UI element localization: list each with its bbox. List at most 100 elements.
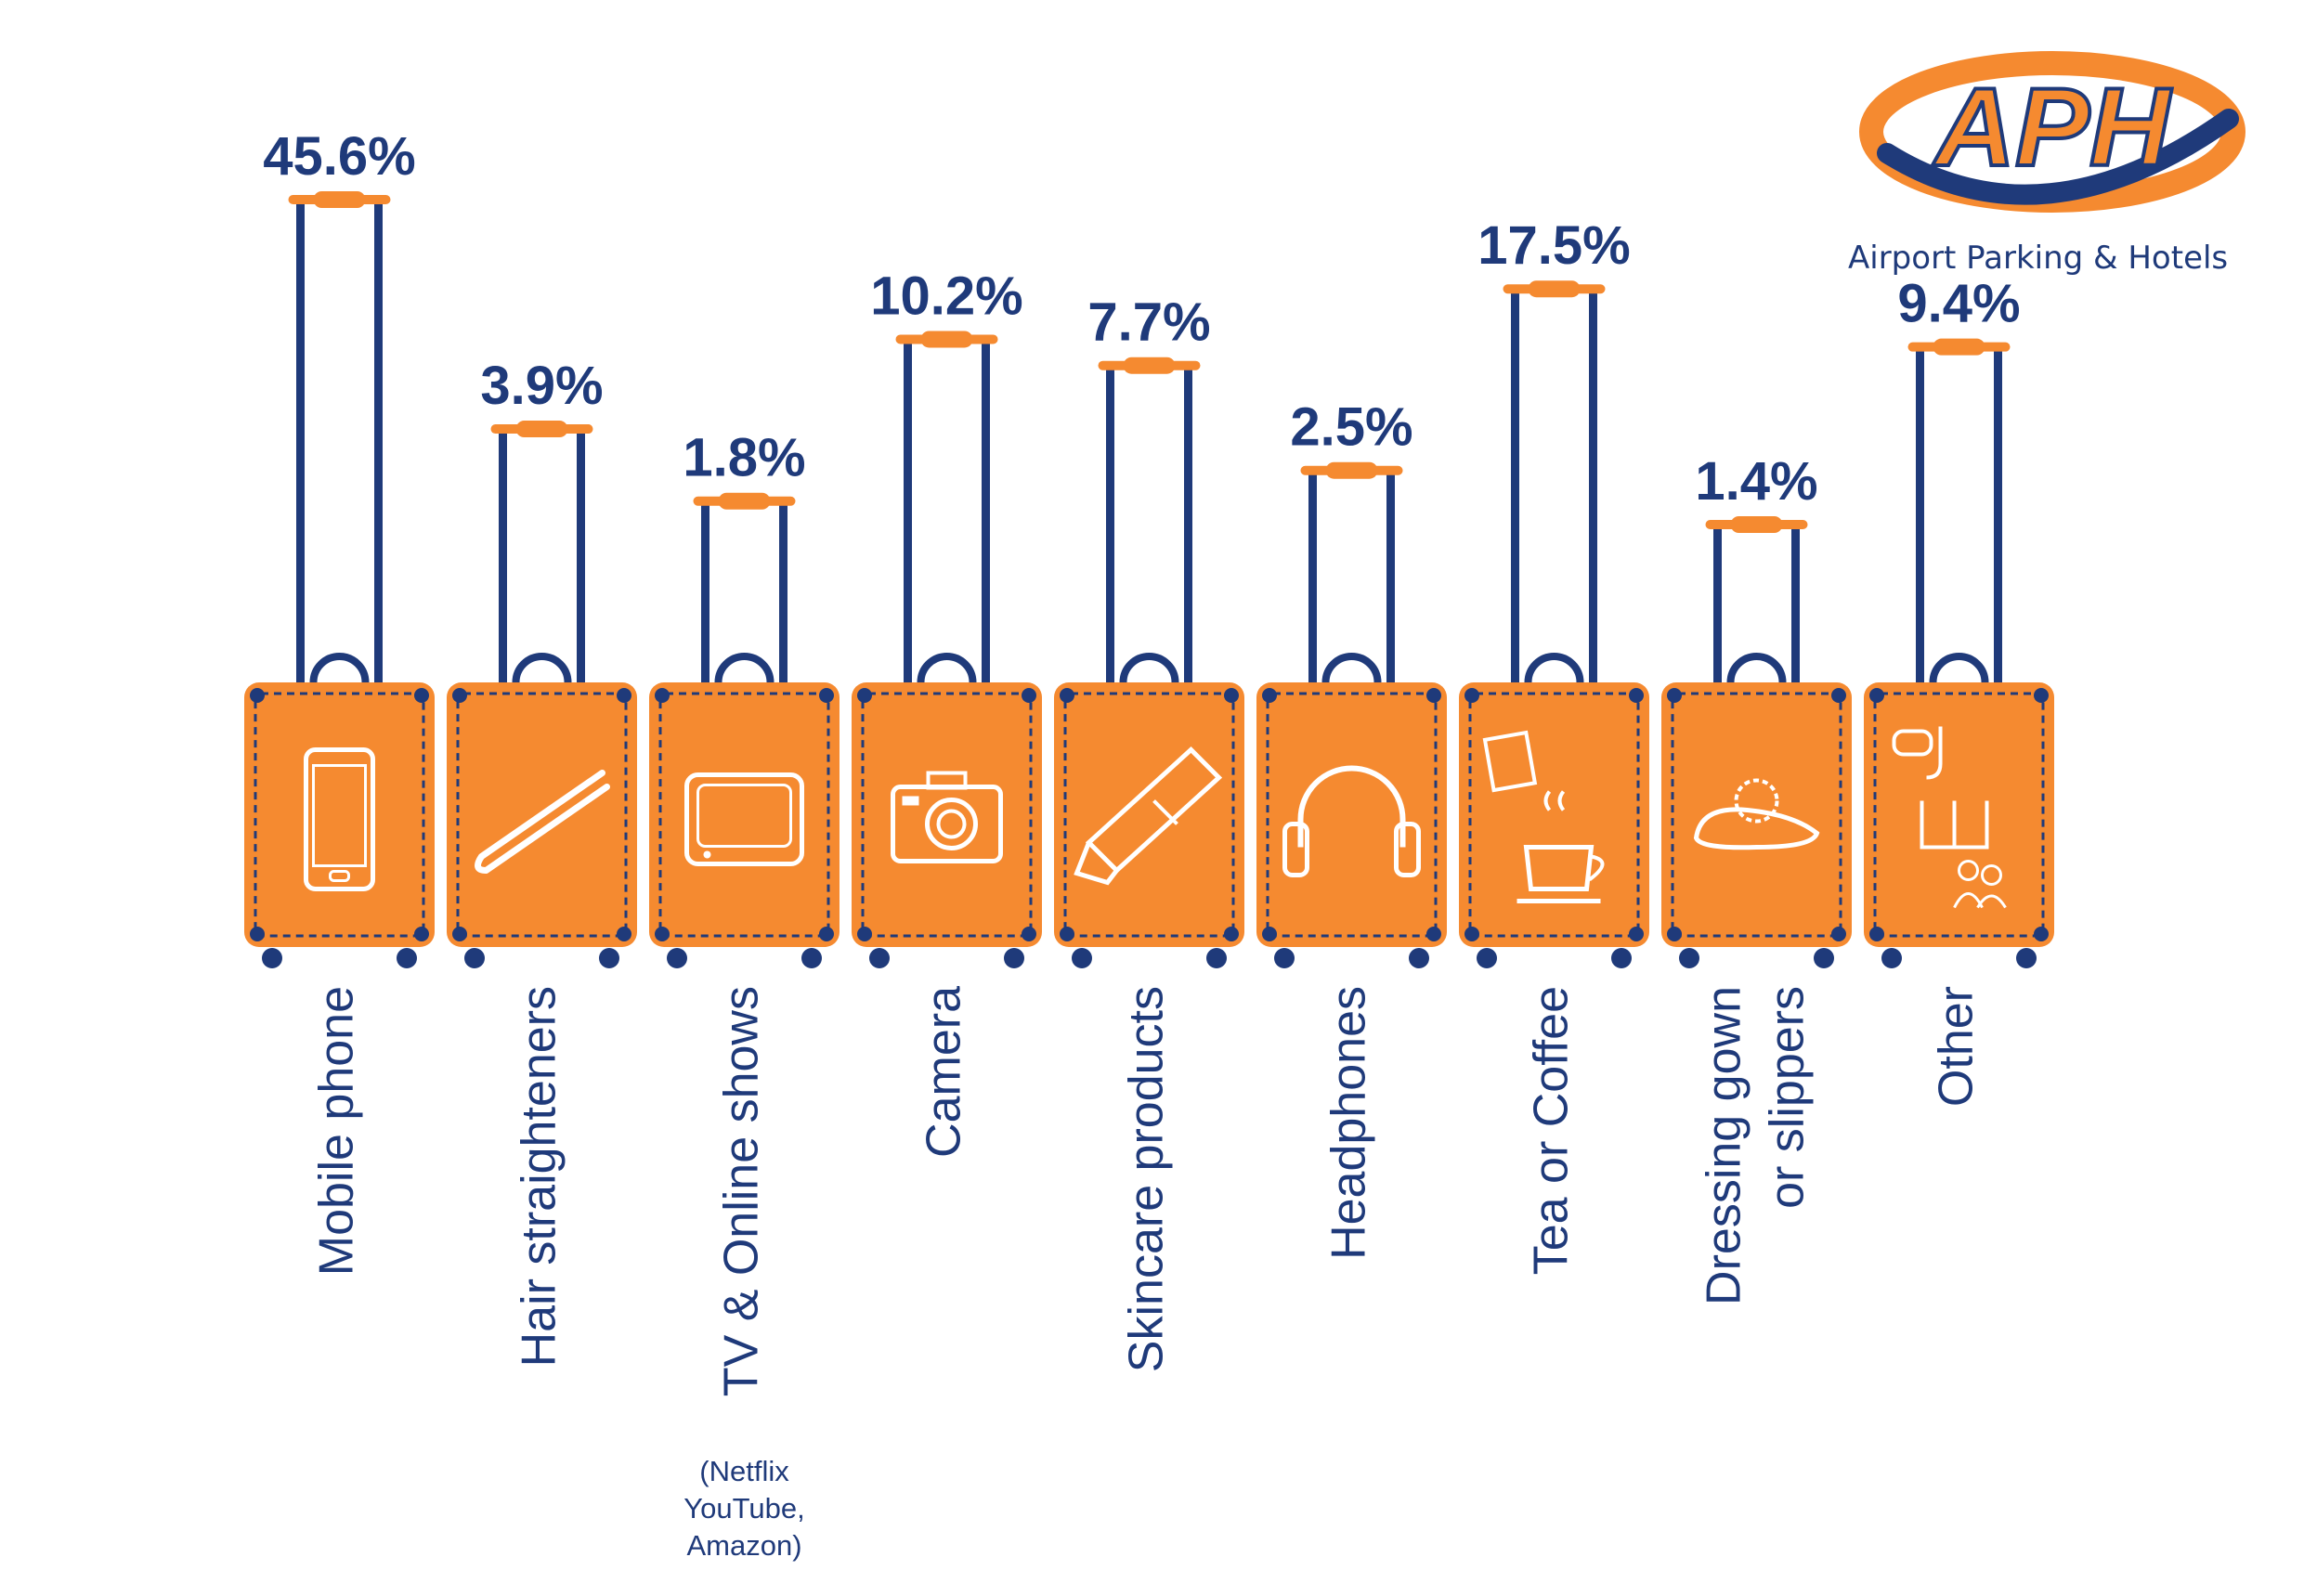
suitcase-bar: 1.8% TV & Online shows xyxy=(649,428,840,1396)
suitcase-bar: 7.7% Skincare products xyxy=(1054,292,1244,1372)
headphones-icon xyxy=(1282,765,1421,877)
bar-corner-rivet xyxy=(819,688,834,703)
suitcase-bar: 45.6% Mobile phone xyxy=(244,126,435,1276)
bar-stitching xyxy=(1468,692,1640,938)
annotation-line: Amazon) xyxy=(686,1529,802,1562)
bar-category-label: Headphones xyxy=(1322,986,1376,1260)
bar-category-label: Mobile phone xyxy=(310,986,364,1276)
phone-icon xyxy=(304,747,375,891)
suitcase-bar: 17.5% Tea or Coffee xyxy=(1459,215,1649,1275)
bar-body xyxy=(1459,682,1649,947)
bar-corner-rivet xyxy=(819,927,834,941)
bar-corner-rivet xyxy=(1224,927,1239,941)
bar-corner-rivet xyxy=(414,927,429,941)
aph-logo: APH xyxy=(1859,51,2245,213)
suitcase-bar: 2.5% Headphones xyxy=(1256,397,1447,1260)
bar-corner-rivet xyxy=(857,927,872,941)
bar-category-label: Camera xyxy=(918,986,971,1158)
bar-wheel xyxy=(1881,948,1902,968)
bar-wheel xyxy=(869,948,890,968)
annotation-line: YouTube, xyxy=(683,1492,805,1525)
bar-corner-rivet xyxy=(1262,927,1277,941)
bar-corner-rivet xyxy=(1464,688,1479,703)
bar-wheel xyxy=(667,948,687,968)
hair-straightener-icon xyxy=(475,770,610,874)
bar-value-label: 3.9% xyxy=(480,356,603,416)
bar-corner-rivet xyxy=(1667,927,1682,941)
bar-stitching xyxy=(861,692,1033,938)
bar-value-label: 1.4% xyxy=(1695,451,1817,512)
bar-handle-grip xyxy=(1730,516,1783,533)
bar-corner-rivet xyxy=(655,927,670,941)
bar-corner-rivet xyxy=(655,688,670,703)
bar-category-label: Tea or Coffee xyxy=(1525,986,1579,1275)
bar-wheel xyxy=(1072,948,1092,968)
suitcase-bar: 9.4% Other xyxy=(1864,274,2054,1107)
suitcase-bar: 10.2% Camera xyxy=(852,266,1042,1158)
bar-carry-handle xyxy=(1119,653,1179,683)
bar-carry-handle xyxy=(917,653,977,683)
bar-corner-rivet xyxy=(617,927,631,941)
bar-carry-handle xyxy=(1321,653,1382,683)
bar-body xyxy=(1661,682,1852,947)
bar-body xyxy=(244,682,435,947)
bar-handle-grip xyxy=(515,421,568,438)
bar-corner-rivet xyxy=(250,927,265,941)
bar-stitching xyxy=(1063,692,1235,938)
bar-handle-grip xyxy=(1325,461,1378,479)
bar-corner-rivet xyxy=(1831,688,1846,703)
bar-carry-handle xyxy=(1524,653,1584,683)
bar-corner-rivet xyxy=(1022,927,1036,941)
bar-wheel xyxy=(1274,948,1295,968)
bar-stitching xyxy=(1266,692,1438,938)
bar-carry-handle xyxy=(512,653,572,683)
bar-value-label: 10.2% xyxy=(870,266,1022,326)
suitcase-bar: 1.4% Dressing gown or slippers xyxy=(1661,451,1852,1305)
bar-wheel xyxy=(1679,948,1699,968)
bar-body xyxy=(1256,682,1447,947)
annotation-line: (Netflix xyxy=(699,1455,789,1487)
bar-handle-grip xyxy=(1528,280,1581,298)
bar-wheel xyxy=(801,948,822,968)
bar-body xyxy=(649,682,840,947)
bar-corner-rivet xyxy=(2034,927,2049,941)
bar-corner-rivet xyxy=(414,688,429,703)
bar-carry-handle xyxy=(1726,653,1787,683)
bar-corner-rivet xyxy=(1426,688,1441,703)
bar-value-label: 2.5% xyxy=(1290,397,1412,458)
bar-corner-rivet xyxy=(452,688,467,703)
bar-wheel xyxy=(1409,948,1429,968)
bar-corner-rivet xyxy=(1224,688,1239,703)
bar-category-label: Skincare products xyxy=(1120,986,1174,1372)
bar-corner-rivet xyxy=(1629,927,1644,941)
bar-corner-rivet xyxy=(1060,927,1074,941)
bar-handle-grip xyxy=(718,492,771,510)
bar-handle-grip xyxy=(313,191,366,208)
bar-value-label: 45.6% xyxy=(263,126,415,187)
logo-tagline: Airport Parking & Hotels xyxy=(1848,240,2229,277)
bar-corner-rivet xyxy=(1667,688,1682,703)
bar-handle-grip xyxy=(1933,338,1985,356)
bar-wheel xyxy=(397,948,417,968)
bar-body xyxy=(1054,682,1244,947)
bar-stitching xyxy=(456,692,628,938)
bar-corner-rivet xyxy=(1262,688,1277,703)
skincare-tube-icon xyxy=(1074,746,1223,886)
bar-carry-handle xyxy=(1929,653,1989,683)
tv-annotation: (Netflix YouTube, Amazon) xyxy=(652,1453,838,1564)
tea-coffee-icon xyxy=(1482,730,1605,903)
bar-category-label: Other xyxy=(1930,986,1984,1107)
bar-value-label: 9.4% xyxy=(1897,274,2020,334)
bar-wheel xyxy=(599,948,619,968)
bar-stitching xyxy=(1873,692,2045,938)
bar-body xyxy=(852,682,1042,947)
bar-category-label: TV & Online shows xyxy=(715,986,769,1396)
bar-wheel xyxy=(1611,948,1632,968)
bar-handle-grip xyxy=(1123,357,1176,374)
bar-corner-rivet xyxy=(617,688,631,703)
bar-stitching xyxy=(254,692,425,938)
bar-wheel xyxy=(1477,948,1497,968)
bar-handle-grip xyxy=(920,331,973,348)
bar-corner-rivet xyxy=(1060,688,1074,703)
